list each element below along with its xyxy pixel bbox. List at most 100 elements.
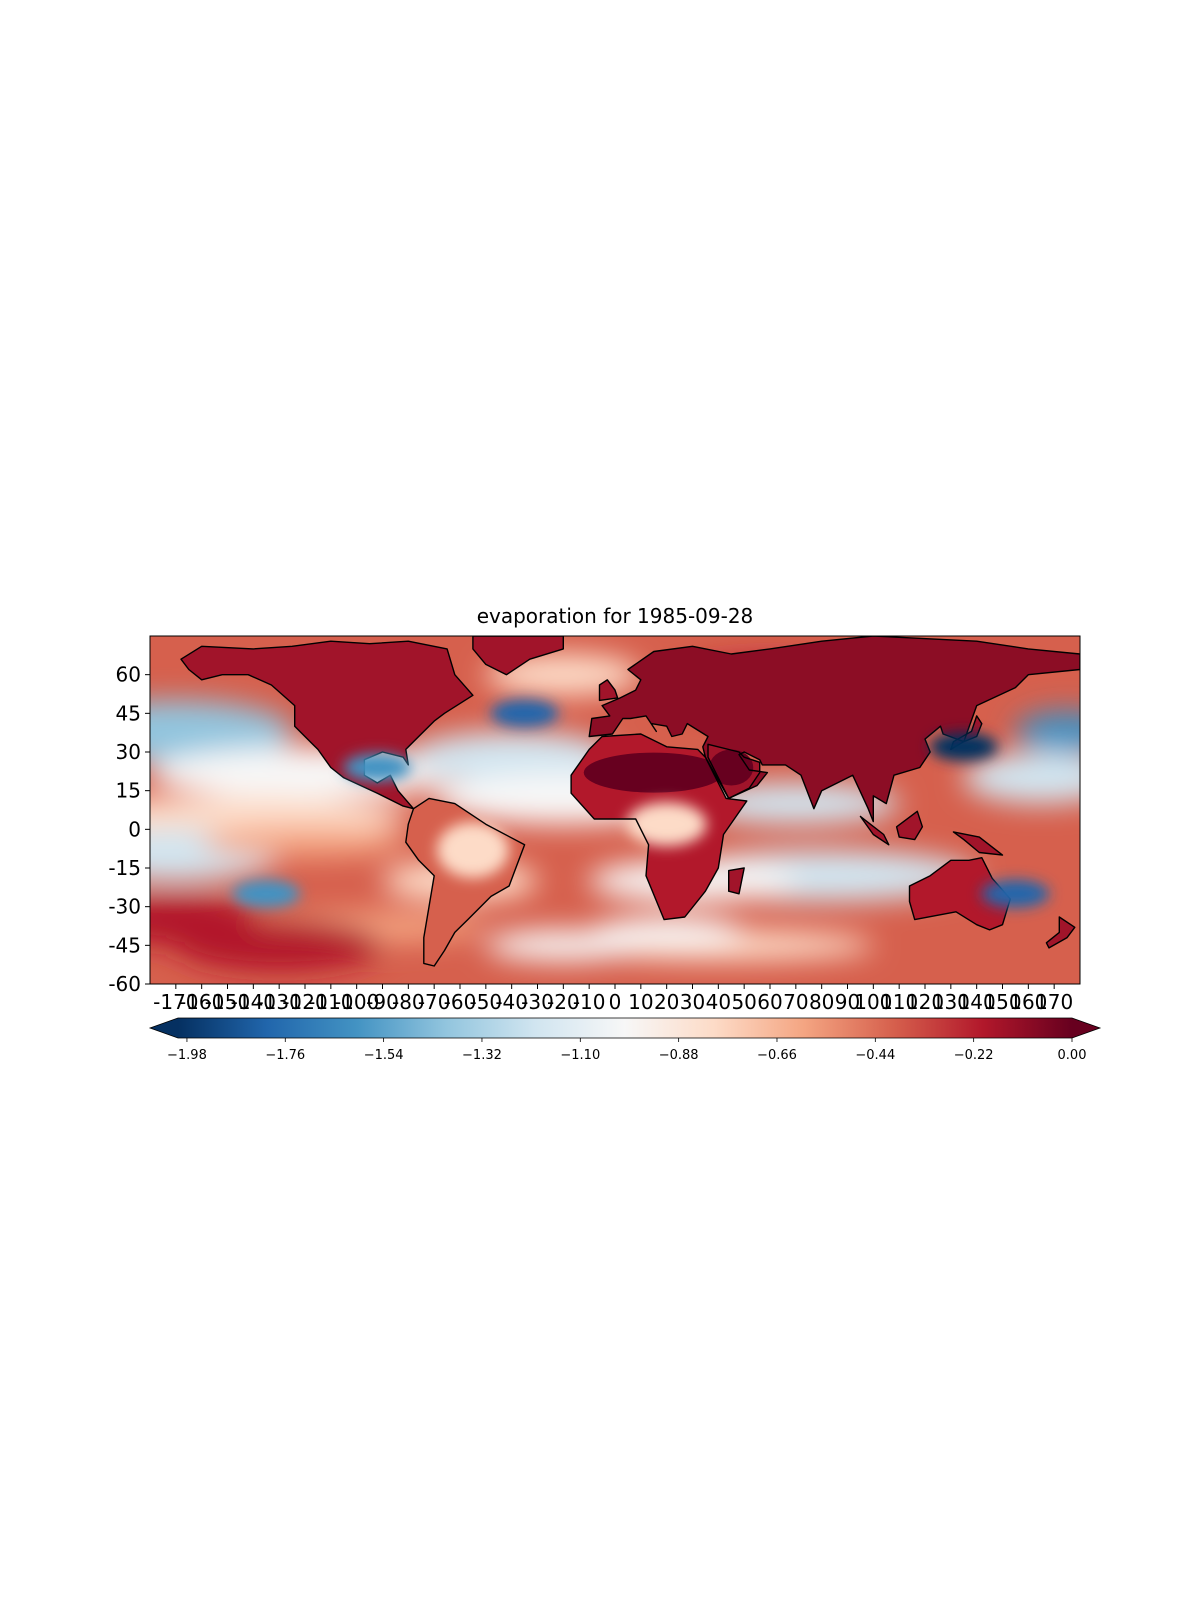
coast-new-zealand [1045,916,1076,949]
coast-sumatra [859,815,890,846]
coast-australia [908,857,1011,931]
lon-tick-label: -100 [334,990,379,1014]
colorbar-extend-high [1072,1018,1100,1038]
lon-tick-label: -80 [392,990,425,1014]
lon-tick-label: -150 [205,990,250,1014]
lon-tick-label: -70 [418,990,451,1014]
colorbar-outline [148,1017,1102,1039]
ocean-patch [1015,710,1080,753]
lon-tick-label: 160 [1009,990,1047,1014]
ocean-patch [963,751,1080,804]
land-north-america [181,641,473,809]
lon-tick-label: -130 [256,990,301,1014]
ocean-patch [588,916,745,949]
amazon-region [436,821,509,878]
coast-eurasia [588,636,1080,823]
land-greenland [472,636,564,675]
lon-tick-label: 130 [932,990,970,1014]
colorbar-body [178,1018,1072,1038]
colorbar-tick-label: −1.76 [265,1048,305,1063]
minimum-south-pacific-low [232,879,301,908]
lon-tick-label: 150 [983,990,1021,1014]
minimum-north-atlantic-low [490,699,559,728]
lat-tick-label: 30 [116,740,141,764]
central-africa-region [626,802,707,847]
minimum-gulf-of-mexico-low [343,753,412,782]
land-new-guinea [953,831,1003,856]
lon-tick-label: -170 [153,990,198,1014]
lon-tick-label: 110 [880,990,918,1014]
coast-south-america [405,797,526,967]
minimum-east-australia-low [981,879,1050,908]
colorbar-tick-label: −0.22 [954,1048,994,1063]
lon-tick-label: 170 [1035,990,1073,1014]
ocean-patch [150,795,410,838]
land-eurasia [589,636,1080,822]
lon-tick-label: 10 [628,990,653,1014]
lon-tick-label: -110 [308,990,353,1014]
colorbar-tick-label: −0.44 [855,1048,895,1063]
lat-tick-label: -60 [108,972,141,996]
colorbar-tick-label: −1.98 [167,1048,207,1063]
coast-new-guinea [952,831,1004,856]
land-madagascar [728,868,745,894]
lon-tick-label: 0 [609,990,622,1014]
lon-tick-label: 40 [706,990,731,1014]
lat-tick-label: -15 [108,856,141,880]
lon-tick-label: -120 [282,990,327,1014]
colorbar-tick-label: 0.00 [1058,1048,1087,1063]
colorbar-tick-label: −0.88 [659,1048,699,1063]
lon-tick-label: -140 [231,990,276,1014]
ocean-patch [150,700,293,763]
land-borneo [896,811,923,840]
colorbar-tick-label: −0.66 [757,1048,797,1063]
lon-tick-label: -60 [444,990,477,1014]
coast-borneo [895,810,924,841]
lon-tick-label: -50 [469,990,502,1014]
lon-tick-label: -20 [547,990,580,1014]
coast-africa [570,733,748,921]
land-sumatra [860,816,889,845]
longitude-axis: -170-160-150-140-130-120-110-100-90-80-7… [153,984,1073,1014]
latitude-axis: 60 45 30 15 0 -15 -30 -45 -60 [108,663,150,996]
lon-tick-label: -30 [521,990,554,1014]
lon-tick-label: -160 [179,990,224,1014]
lat-tick-label: -45 [108,933,141,957]
ocean-minima [232,699,1050,908]
ocean-patch [407,731,616,784]
lon-tick-label: -90 [366,990,399,1014]
lat-tick-label: 0 [128,817,141,841]
land-new-zealand [1046,917,1075,948]
coast-arabia [707,743,761,800]
lat-tick-label: -30 [108,895,141,919]
lon-tick-label: 140 [958,990,996,1014]
lon-tick-label: 60 [757,990,782,1014]
minimum-kuroshio-low [929,732,998,761]
lon-tick-label: 20 [654,990,679,1014]
lon-tick-label: -10 [573,990,606,1014]
ocean-patch [201,826,409,858]
coast-uk [598,679,619,702]
lon-tick-label: 50 [731,990,756,1014]
coast-greenland [472,636,564,676]
colorbar: −1.98 −1.76 −1.54 −1.32 −1.10 −0.88 −0.66 −0.44… [148,1017,1102,1063]
arabia-region [709,749,754,786]
colorbar-tick-label: −1.10 [560,1048,600,1063]
colorbar-extend-low [150,1018,178,1038]
lat-tick-label: 15 [116,779,141,803]
lat-tick-label: 45 [116,701,141,725]
lon-tick-label: 80 [809,990,834,1014]
land-uk [599,679,618,701]
lon-tick-label: 90 [835,990,860,1014]
colorbar-tick-label: −1.32 [462,1048,502,1063]
lon-tick-label: 70 [783,990,808,1014]
coast-madagascar [728,867,745,895]
sahara-region [583,752,724,793]
colorbar-tick-label: −1.54 [364,1048,404,1063]
map-title: evaporation for 1985-09-28 [476,604,754,628]
lon-tick-label: 120 [906,990,944,1014]
lon-tick-label: -40 [495,990,528,1014]
map-area [150,636,1080,984]
ocean-patch [175,919,384,972]
